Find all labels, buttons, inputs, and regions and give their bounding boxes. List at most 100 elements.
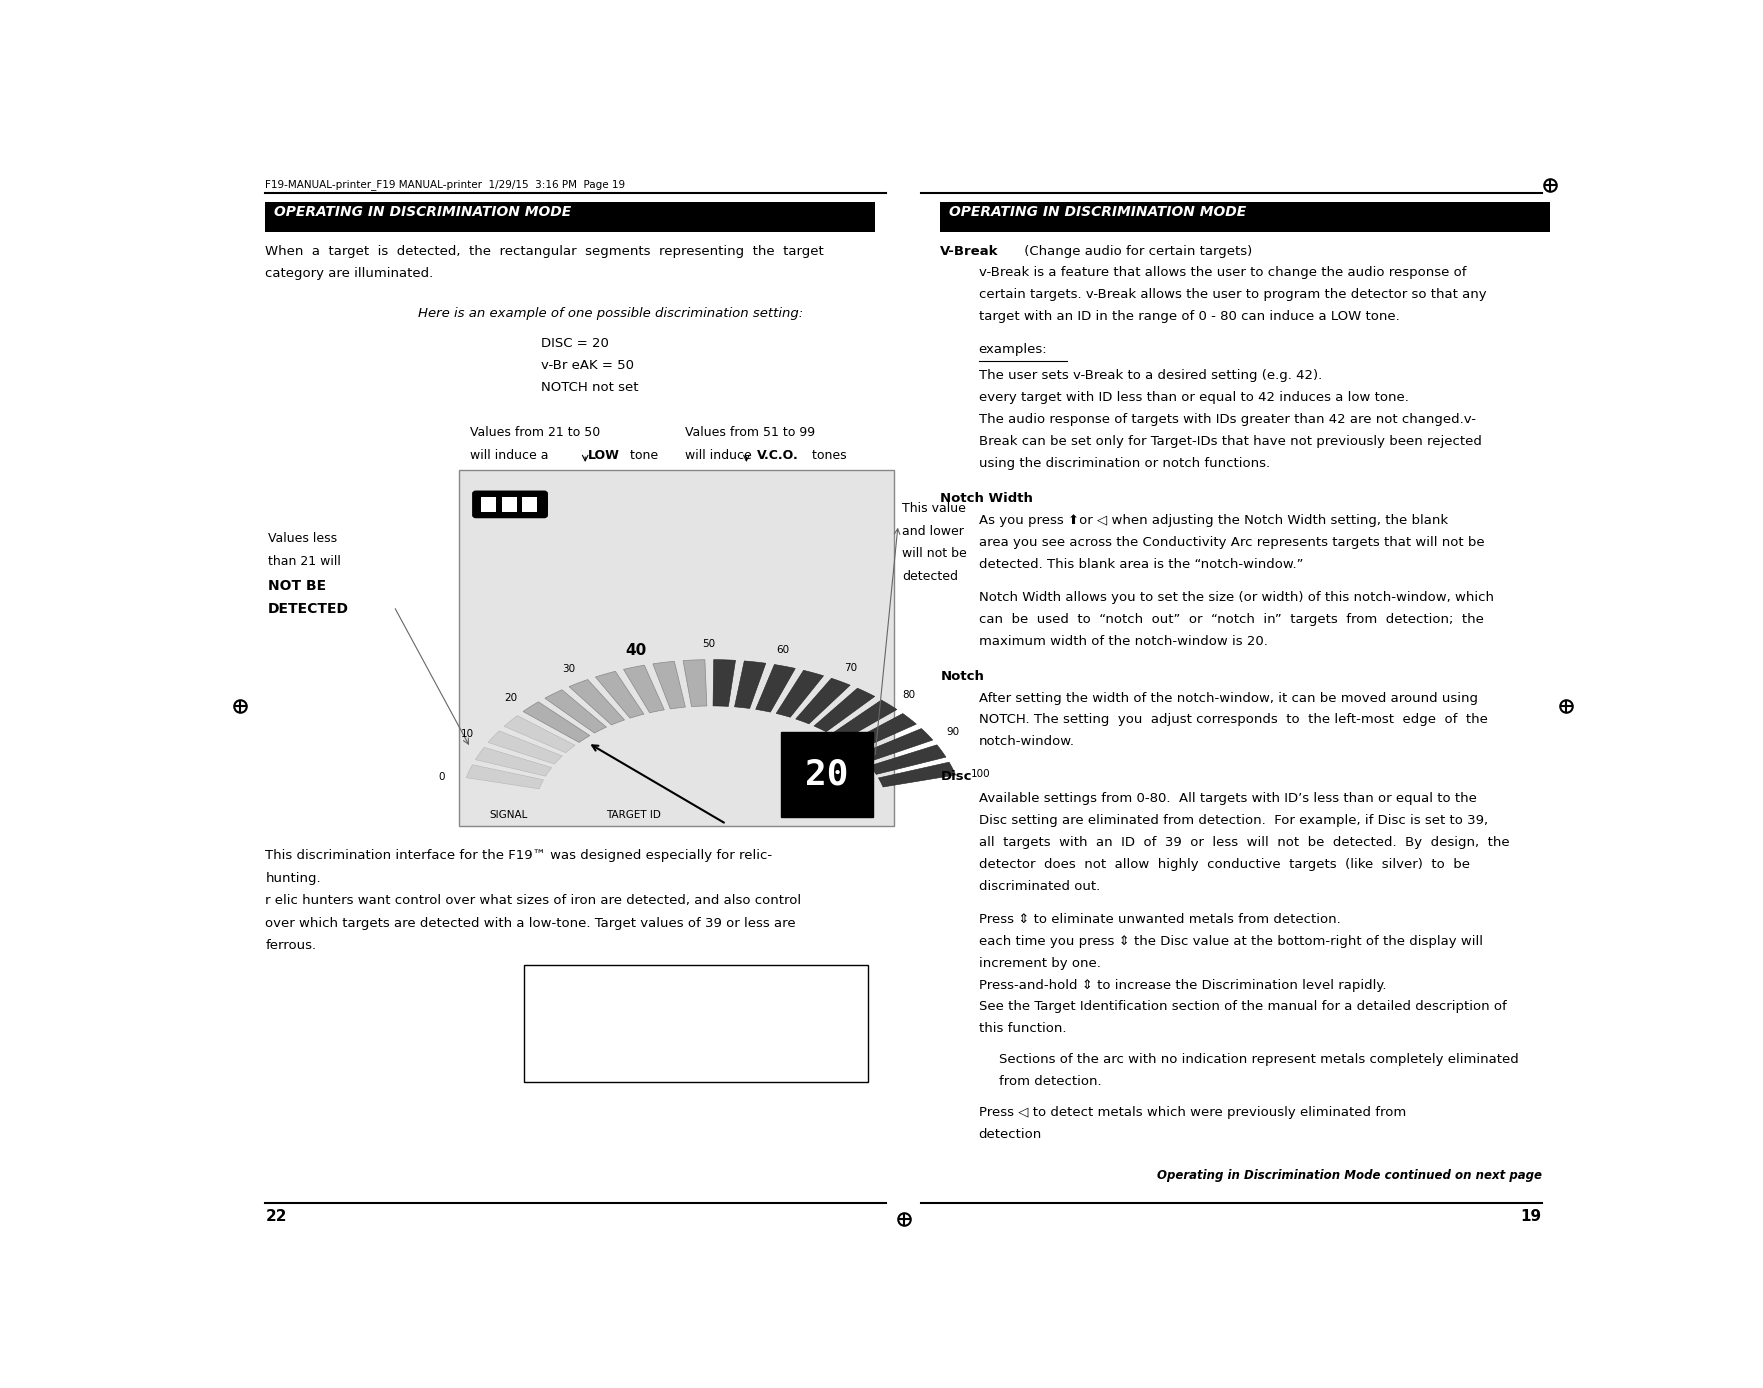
Text: OPERATING IN DISCRIMINATION MODE: OPERATING IN DISCRIMINATION MODE (948, 205, 1246, 219)
Text: 10: 10 (460, 729, 474, 740)
FancyBboxPatch shape (940, 201, 1550, 232)
Text: 19: 19 (1520, 1209, 1541, 1224)
Text: each time you press ⇕ the Disc value at the bottom-right of the display will: each time you press ⇕ the Disc value at … (978, 934, 1483, 948)
Text: increment by one.: increment by one. (978, 956, 1100, 970)
FancyBboxPatch shape (481, 497, 497, 512)
Text: and lower: and lower (903, 525, 964, 537)
Polygon shape (524, 702, 591, 743)
Polygon shape (476, 747, 552, 776)
Text: NOTCH. The setting  you  adjust corresponds  to  the left-most  edge  of  the: NOTCH. The setting you adjust correspond… (978, 713, 1488, 726)
Text: maximum width of the notch-window is 20.: maximum width of the notch-window is 20. (978, 634, 1268, 648)
Text: Notch Width allows you to set the size (or width) of this notch-window, which: Notch Width allows you to set the size (… (978, 591, 1493, 604)
Text: tones: tones (807, 448, 846, 462)
Polygon shape (776, 670, 823, 718)
Text: TARGET ID: TARGET ID (606, 809, 661, 819)
Text: Press ◁ to detect metals which were previously eliminated from: Press ◁ to detect metals which were prev… (978, 1106, 1405, 1119)
Text: pass objects over the searchcoil at: pass objects over the searchcoil at (543, 1020, 756, 1034)
Text: Sections of the arc with no indication represent metals completely eliminated: Sections of the arc with no indication r… (1000, 1053, 1520, 1066)
Text: detected: detected (903, 569, 957, 583)
Text: ferrous.: ferrous. (266, 940, 317, 952)
Text: F19-MANUAL-printer_F19 MANUAL-printer  1/29/15  3:16 PM  Page 19: F19-MANUAL-printer_F19 MANUAL-printer 1/… (266, 179, 626, 190)
FancyBboxPatch shape (460, 471, 894, 826)
Text: Press-and-hold ⇕ to increase the Discrimination level rapidly.: Press-and-hold ⇕ to increase the Discrim… (978, 979, 1386, 991)
Text: Disc setting are eliminated from detection.  For example, if Disc is set to 39,: Disc setting are eliminated from detecti… (978, 815, 1488, 827)
Text: Disc: Disc (940, 770, 971, 783)
Polygon shape (569, 680, 624, 725)
Text: obvious how these controls work.: obvious how these controls work. (543, 1059, 748, 1072)
Text: NOTCH not set: NOTCH not set (541, 382, 638, 394)
Text: 100: 100 (971, 769, 991, 779)
Text: DETECTED: DETECTED (268, 602, 349, 616)
Text: 0: 0 (437, 772, 444, 781)
Text: NOT BE: NOT BE (268, 579, 326, 593)
Polygon shape (624, 665, 665, 713)
Text: LOW: LOW (587, 448, 621, 462)
Text: detected. This blank area is the “notch-window.”: detected. This blank area is the “notch-… (978, 558, 1303, 570)
Text: 70: 70 (844, 662, 857, 673)
Polygon shape (488, 731, 562, 765)
Text: from detection.: from detection. (1000, 1074, 1102, 1088)
Text: 50: 50 (702, 640, 716, 650)
Text: (Change audio for certain targets): (Change audio for certain targets) (1019, 244, 1252, 258)
Text: 40: 40 (626, 644, 647, 658)
Text: 20: 20 (504, 693, 517, 702)
Text: area you see across the Conductivity Arc represents targets that will not be: area you see across the Conductivity Arc… (978, 536, 1484, 550)
FancyBboxPatch shape (266, 201, 874, 232)
Polygon shape (830, 700, 897, 741)
Text: v-Br eAK = 50: v-Br eAK = 50 (541, 359, 635, 372)
Text: detector  does  not  allow  highly  conductive  targets  (like  silver)  to  be: detector does not allow highly conductiv… (978, 858, 1470, 872)
Text: hunting.: hunting. (266, 872, 321, 886)
Text: Values less: Values less (268, 532, 337, 545)
Text: category are illuminated.: category are illuminated. (266, 266, 434, 280)
Polygon shape (545, 690, 606, 733)
Text: Notch: Notch (940, 669, 984, 683)
Text: target with an ID in the range of 0 - 80 can induce a LOW tone.: target with an ID in the range of 0 - 80… (978, 311, 1400, 323)
Text: V.C.O.: V.C.O. (758, 448, 799, 462)
Text: over which targets are detected with a low-tone. Target values of 39 or less are: over which targets are detected with a l… (266, 917, 797, 930)
Text: V-Break: V-Break (940, 244, 1000, 258)
Text: This value: This value (903, 502, 966, 515)
Text: Values from 51 to 99: Values from 51 to 99 (686, 426, 815, 440)
Text: 22: 22 (266, 1209, 287, 1224)
Polygon shape (682, 659, 707, 706)
FancyBboxPatch shape (524, 965, 867, 1083)
Text: See the Target Identification section of the manual for a detailed description o: See the Target Identification section of… (978, 1001, 1506, 1013)
Text: When  a  target  is  detected,  the  rectangular  segments  representing  the  t: When a target is detected, the rectangul… (266, 244, 825, 258)
Text: than 21 will: than 21 will (268, 555, 340, 568)
Text: This discrimination interface for the F19™ was designed especially for relic-: This discrimination interface for the F1… (266, 849, 772, 862)
Text: r elic hunters want control over what sizes of iron are detected, and also contr: r elic hunters want control over what si… (266, 894, 802, 908)
FancyBboxPatch shape (502, 497, 517, 512)
Text: discriminated out.: discriminated out. (978, 880, 1100, 892)
Text: every target with ID less than or equal to 42 induces a low tone.: every target with ID less than or equal … (978, 391, 1409, 404)
Polygon shape (735, 661, 765, 708)
FancyBboxPatch shape (781, 731, 873, 818)
Text: all  targets  with  an  ID  of  39  or  less  will  not  be  detected.  By  desi: all targets with an ID of 39 or less wil… (978, 836, 1509, 849)
Text: Here is an example of one possible discrimination setting:: Here is an example of one possible discr… (418, 307, 804, 321)
Text: 60: 60 (776, 645, 788, 655)
Text: The audio response of targets with IDs greater than 42 are not changed.v-: The audio response of targets with IDs g… (978, 414, 1476, 426)
Text: will induce a: will induce a (471, 448, 554, 462)
Polygon shape (504, 716, 575, 752)
Text: Notch Width: Notch Width (940, 493, 1033, 505)
Text: notch-window.: notch-window. (978, 736, 1075, 748)
Text: settings,  watch  the  screen,  and: settings, watch the screen, and (543, 1001, 751, 1015)
Polygon shape (846, 713, 917, 751)
Polygon shape (815, 688, 874, 731)
Polygon shape (795, 679, 850, 725)
Text: Break can be set only for Target-IDs that have not previously been rejected: Break can be set only for Target-IDs tha… (978, 436, 1481, 448)
Polygon shape (756, 665, 795, 712)
Text: Suggestion:: Suggestion: (543, 983, 626, 995)
Text: DISC = 20: DISC = 20 (541, 337, 610, 350)
Text: Operating in Discrimination Mode continued on next page: Operating in Discrimination Mode continu… (1157, 1169, 1541, 1183)
FancyBboxPatch shape (472, 491, 547, 518)
Text: can  be  used  to  “notch  out”  or  “notch  in”  targets  from  detection;  the: can be used to “notch out” or “notch in”… (978, 612, 1483, 626)
Text: 90: 90 (947, 727, 959, 737)
Text: Values from 21 to 50: Values from 21 to 50 (471, 426, 601, 440)
Text: DISC: DISC (815, 809, 839, 819)
Text: OPERATING IN DISCRIMINATION MODE: OPERATING IN DISCRIMINATION MODE (273, 205, 571, 219)
Polygon shape (712, 659, 735, 706)
Text: detection: detection (978, 1127, 1042, 1141)
Text: As you press ⬆or ◁ when adjusting the Notch Width setting, the blank: As you press ⬆or ◁ when adjusting the No… (978, 514, 1447, 527)
Text: 20: 20 (806, 758, 848, 791)
Text: v-Break is a feature that allows the user to change the audio response of: v-Break is a feature that allows the use… (978, 266, 1467, 279)
